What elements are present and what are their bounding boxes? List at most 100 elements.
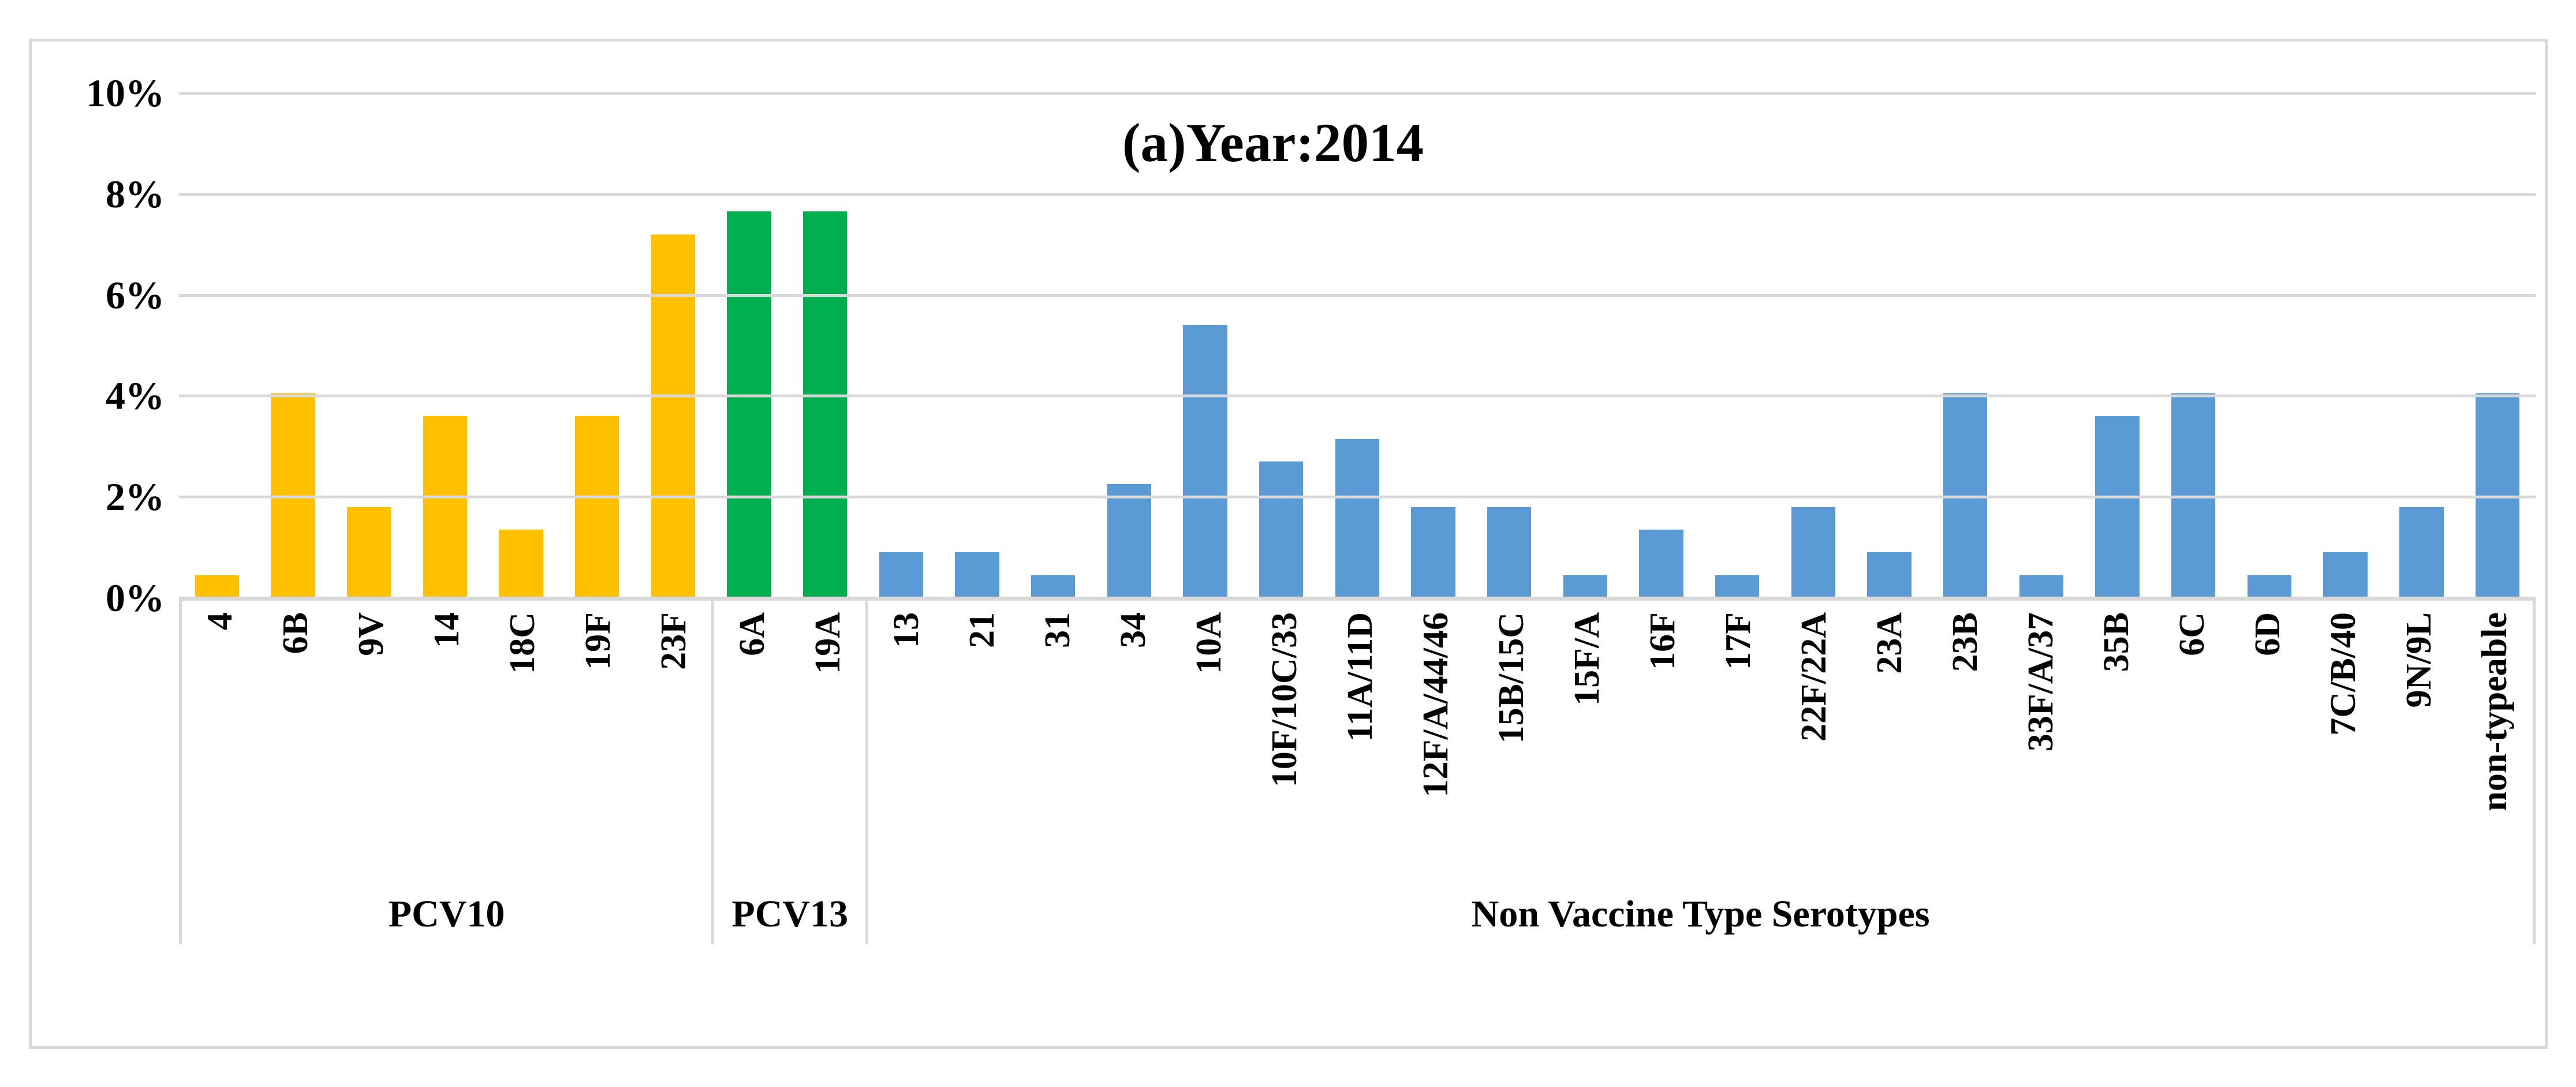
bar-15B/15C xyxy=(1487,507,1532,598)
bar-6A xyxy=(727,211,771,598)
x-axis-label-14: 14 xyxy=(427,612,466,648)
bar-slot xyxy=(2231,93,2308,598)
bar-13 xyxy=(879,552,924,598)
bar-12F/A/44/46 xyxy=(1411,507,1455,598)
gridline-8% xyxy=(179,192,2536,196)
bar-slot xyxy=(1623,93,1700,598)
bar-10F/10C/33 xyxy=(1259,461,1304,598)
bar-6B xyxy=(271,393,315,598)
gridline-2% xyxy=(179,496,2536,499)
y-axis-tick-label: 10% xyxy=(86,71,165,115)
x-axis-label-6a: 6A xyxy=(732,612,772,656)
bar-31 xyxy=(1031,575,1076,598)
x-axis-label-10a: 10A xyxy=(1189,612,1229,674)
x-axis-label-10f-10c-33: 10F/10C/33 xyxy=(1264,612,1304,788)
bar-slot xyxy=(635,93,711,598)
x-axis-label-16f: 16F xyxy=(1643,612,1683,670)
category-axis-box: 4 6B 9V 14 18C 19F 23F PCV10 6A 19A PCV13 13 21 31 34 1… xyxy=(179,598,2536,944)
x-axis-label-15b-15c: 15B/15C xyxy=(1492,612,1532,744)
bar-slot xyxy=(863,93,939,598)
bar-34 xyxy=(1107,484,1152,598)
bar-17F xyxy=(1715,575,1760,598)
bar-22F/22A xyxy=(1791,507,1836,598)
y-axis-tick-label: 8% xyxy=(106,172,165,216)
bar-non-typeable xyxy=(2475,393,2520,598)
bar-slot xyxy=(1851,93,1928,598)
x-axis-label-13: 13 xyxy=(886,612,926,648)
axis-group-non-vaccine-type-serotypes: 13 21 31 34 10A 10F/10C/33 11A/11D 12F/A/44/46 1… xyxy=(868,601,2533,944)
plot-area xyxy=(179,92,2536,600)
x-axis-label-9n-9l: 9N/9L xyxy=(2399,612,2439,708)
bar-33F/A/37 xyxy=(2019,575,2064,598)
y-axis-labels: 10% 8% 6% 4% 2% 0% xyxy=(32,73,165,617)
bar-slot xyxy=(2003,93,2080,598)
x-axis-label-22f-22a: 22F/22A xyxy=(1794,612,1834,742)
bar-slot xyxy=(1319,93,1395,598)
bar-slot xyxy=(939,93,1016,598)
bar-slot xyxy=(787,93,863,598)
axis-group-pcv13: 6A 19A PCV13 xyxy=(714,601,869,944)
axis-group-pcv10: 4 6B 9V 14 18C 19F 23F PCV10 xyxy=(182,601,715,944)
bar-35B xyxy=(2095,416,2140,598)
x-axis-label-6c: 6C xyxy=(2172,612,2212,656)
bar-15F/A xyxy=(1563,575,1608,598)
bar-9N/9L xyxy=(2399,507,2444,598)
x-axis-label-31: 31 xyxy=(1037,612,1077,648)
x-axis-label-23b: 23B xyxy=(1946,612,1985,672)
y-axis-tick-label: 0% xyxy=(106,576,165,620)
x-axis-label-6d: 6D xyxy=(2248,612,2288,656)
bar-slot xyxy=(1547,93,1623,598)
bar-18C xyxy=(499,530,543,598)
bar-11A/11D xyxy=(1335,438,1380,598)
x-axis-label-33f-a-37: 33F/A/37 xyxy=(2021,612,2061,752)
bar-slot xyxy=(2308,93,2384,598)
y-axis-tick-label: 6% xyxy=(106,273,165,317)
x-axis-label-15f-a: 15F/A xyxy=(1567,612,1607,706)
chart-title: (a)Year:2014 xyxy=(1122,112,1424,173)
bar-slot xyxy=(483,93,559,598)
bar-4 xyxy=(195,575,240,598)
bar-slot xyxy=(1015,93,1091,598)
bar-slot xyxy=(1699,93,1775,598)
x-axis-label-6b: 6B xyxy=(275,612,315,654)
x-axis-label-19f: 19F xyxy=(578,612,618,670)
x-axis-label-17f: 17F xyxy=(1719,612,1759,670)
x-axis-label-11a-11d: 11A/11D xyxy=(1340,612,1380,742)
bar-23F xyxy=(651,234,696,598)
bar-slot xyxy=(331,93,407,598)
bar-slot xyxy=(407,93,483,598)
bar-6D xyxy=(2247,575,2292,598)
group-label-pcv13: PCV13 xyxy=(731,893,849,935)
group-label-pcv10: PCV10 xyxy=(388,893,505,935)
bar-slot xyxy=(1471,93,1547,598)
bar-6C xyxy=(2171,393,2216,598)
bar-19A xyxy=(803,211,848,598)
bar-slot xyxy=(2459,93,2536,598)
x-axis-label-23f: 23F xyxy=(654,612,693,670)
bars-container xyxy=(179,93,2536,598)
x-axis-label-23a: 23A xyxy=(1870,612,1910,674)
bar-16F xyxy=(1639,530,1683,598)
x-axis-label-35b: 35B xyxy=(2097,612,2137,672)
bar-7C/B/40 xyxy=(2323,552,2368,598)
bar-slot xyxy=(179,93,255,598)
bar-10A xyxy=(1183,325,1227,598)
gridline-6% xyxy=(179,293,2536,297)
bar-slot xyxy=(1167,93,1244,598)
x-axis-label-21: 21 xyxy=(962,612,1002,648)
bar-slot xyxy=(1775,93,1851,598)
x-axis-label-18c: 18C xyxy=(502,612,542,674)
bar-23B xyxy=(1943,393,1988,598)
bar-14 xyxy=(423,416,468,598)
bar-19F xyxy=(575,416,619,598)
bar-21 xyxy=(955,552,999,598)
gridline-4% xyxy=(179,394,2536,398)
bar-slot xyxy=(1243,93,1319,598)
bar-slot xyxy=(1395,93,1472,598)
gridline-10% xyxy=(179,92,2536,95)
x-axis-label-4: 4 xyxy=(200,612,240,630)
bar-23A xyxy=(1867,552,1912,598)
y-axis-tick-label: 4% xyxy=(106,374,165,418)
bar-slot xyxy=(559,93,635,598)
x-axis-label-7c-b-40: 7C/B/40 xyxy=(2324,612,2364,736)
